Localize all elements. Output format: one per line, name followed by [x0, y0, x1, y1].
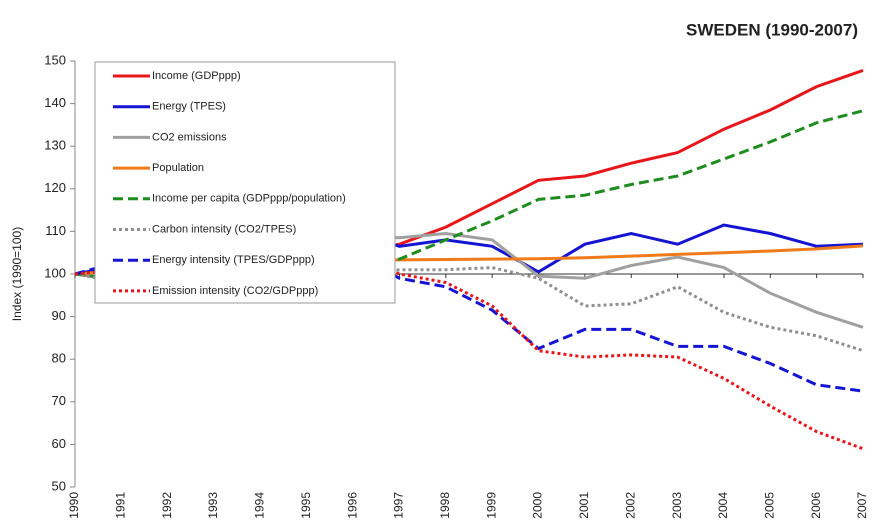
series-line [74, 109, 864, 299]
legend-label: Energy (TPES) [152, 101, 226, 113]
y-tick-label: 70 [52, 393, 66, 408]
y-tick-label: 130 [44, 138, 66, 153]
legend-label: Population [152, 162, 204, 174]
x-tick-label: 1997 [392, 492, 406, 519]
x-tick-label: 2005 [762, 492, 776, 519]
y-tick-label: 110 [45, 223, 66, 238]
x-tick-label: 2002 [623, 492, 637, 519]
x-tick-label: 1991 [114, 492, 128, 519]
y-tick-label: 80 [52, 351, 66, 366]
series-line [74, 251, 864, 393]
x-tick-label: 2003 [670, 492, 684, 519]
x-tick-label: 1996 [345, 492, 359, 519]
legend-label: Carbon intensity (CO2/TPES) [152, 223, 296, 235]
x-tick-label: 2007 [855, 492, 869, 519]
y-tick-label: 120 [44, 180, 66, 195]
x-tick-label: 1993 [206, 492, 220, 519]
x-tick-label: 1994 [253, 492, 267, 519]
x-tick-label: 1999 [484, 492, 498, 519]
legend-label: Income (GDPppp) [152, 70, 241, 82]
legend-label: Energy intensity (TPES/GDPppp) [152, 254, 315, 266]
y-tick-label: 90 [52, 308, 66, 323]
legend-label: Income per capita (GDPppp/population) [152, 193, 346, 205]
y-tick-label: 140 [44, 95, 66, 110]
x-tick-label: 1990 [67, 492, 81, 519]
y-tick-label: 100 [44, 265, 66, 280]
y-tick-label: 150 [44, 52, 66, 67]
x-tick-label: 2001 [577, 492, 591, 519]
x-tick-label: 1998 [438, 492, 452, 519]
x-tick-label: 2000 [531, 492, 545, 519]
x-tick-label: 1995 [299, 492, 313, 519]
x-tick-label: 1992 [160, 492, 174, 519]
y-tick-label: 50 [52, 478, 66, 493]
y-axis-label: Index (1990=100) [10, 227, 24, 321]
legend-label: Emission intensity (CO2/GDPppp) [152, 285, 318, 297]
y-tick-label: 60 [52, 436, 66, 451]
x-tick-label: 2004 [716, 492, 730, 519]
legend-label: CO2 emissions [152, 131, 227, 143]
chart-title: SWEDEN (1990-2007) [686, 20, 858, 39]
x-tick-label: 2006 [809, 492, 823, 519]
legend-box [94, 61, 396, 304]
